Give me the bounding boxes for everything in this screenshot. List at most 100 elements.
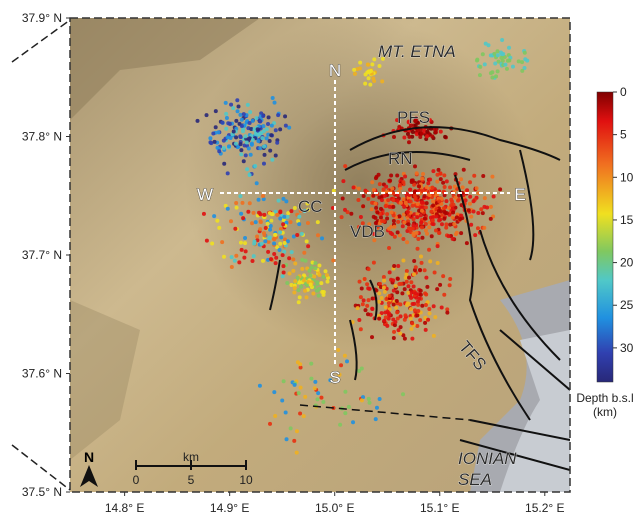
event-dot: [237, 260, 241, 264]
event-dot: [383, 290, 387, 294]
event-dot: [423, 217, 427, 221]
event-dot: [374, 206, 378, 210]
event-dot: [347, 405, 351, 409]
event-dot: [282, 379, 286, 383]
event-dot: [245, 140, 249, 144]
event-dot: [257, 198, 261, 202]
event-dot: [261, 124, 265, 128]
event-dot: [423, 194, 427, 198]
event-dot: [367, 298, 371, 302]
event-dot: [352, 185, 356, 189]
event-dot: [374, 202, 378, 206]
event-dot: [425, 134, 429, 138]
event-dot: [235, 206, 239, 210]
event-dot: [450, 200, 454, 204]
event-dot: [451, 215, 455, 219]
event-dot: [262, 231, 266, 235]
event-dot: [458, 217, 462, 221]
event-dot: [433, 271, 437, 275]
event-dot: [281, 264, 285, 268]
event-dot: [262, 162, 266, 166]
event-dot: [448, 277, 452, 281]
event-dot: [467, 208, 471, 212]
event-dot: [278, 210, 282, 214]
event-dot: [416, 247, 420, 251]
event-dot: [274, 256, 278, 260]
lon-tick-label: 15.1° E: [420, 501, 460, 515]
event-dot: [311, 291, 315, 295]
event-dot: [246, 103, 250, 107]
event-dot: [316, 233, 320, 237]
event-dot: [368, 287, 372, 291]
event-dot: [228, 122, 232, 126]
event-dot: [475, 186, 479, 190]
event-dot: [298, 412, 302, 416]
event-dot: [292, 291, 296, 295]
event-dot: [239, 212, 243, 216]
event-dot: [401, 392, 405, 396]
event-dot: [367, 397, 371, 401]
event-dot: [439, 130, 443, 134]
event-dot: [283, 114, 287, 118]
event-dot: [239, 148, 243, 152]
event-dot: [402, 220, 406, 224]
event-dot: [358, 280, 362, 284]
event-dot: [258, 212, 262, 216]
event-dot: [351, 420, 355, 424]
event-dot: [412, 285, 416, 289]
event-dot: [360, 398, 364, 402]
event-dot: [331, 259, 335, 263]
event-dot: [222, 146, 226, 150]
event-dot: [392, 330, 396, 334]
scale-tick-label: 0: [133, 473, 140, 487]
event-dot: [357, 318, 361, 322]
event-dot: [287, 256, 291, 260]
lon-tick-label: 15.0° E: [315, 501, 355, 515]
event-dot: [431, 186, 435, 190]
event-dot: [232, 130, 236, 134]
event-dot: [411, 130, 415, 134]
event-dot: [253, 164, 257, 168]
event-dot: [401, 224, 405, 228]
event-dot: [196, 119, 200, 123]
event-dot: [403, 318, 407, 322]
event-dot: [370, 335, 374, 339]
event-dot: [437, 199, 441, 203]
event-dot: [242, 159, 246, 163]
event-dot: [305, 239, 309, 243]
event-dot: [208, 136, 212, 140]
event-dot: [445, 211, 449, 215]
event-dot: [441, 274, 445, 278]
event-dot: [247, 146, 251, 150]
event-dot: [254, 132, 258, 136]
event-dot: [407, 140, 411, 144]
event-dot: [377, 64, 381, 68]
event-dot: [426, 318, 430, 322]
event-dot: [250, 142, 254, 146]
event-dot: [391, 205, 395, 209]
event-dot: [523, 51, 527, 55]
event-dot: [421, 200, 425, 204]
event-dot: [234, 135, 238, 139]
event-dot: [420, 236, 424, 240]
event-dot: [325, 273, 329, 277]
event-dot: [427, 225, 431, 229]
event-dot: [402, 205, 406, 209]
place-label: MT. ETNA: [378, 42, 456, 61]
event-dot: [296, 276, 300, 280]
event-dot: [352, 68, 356, 72]
event-dot: [396, 220, 400, 224]
event-dot: [211, 131, 215, 135]
event-dot: [361, 302, 365, 306]
event-dot: [372, 261, 376, 265]
event-dot: [343, 208, 347, 212]
event-dot: [262, 145, 266, 149]
event-dot: [407, 222, 411, 226]
event-dot: [392, 336, 396, 340]
place-label: CC: [298, 197, 323, 216]
event-dot: [263, 153, 267, 157]
event-dot: [400, 291, 404, 295]
event-dot: [343, 411, 347, 415]
event-dot: [409, 200, 413, 204]
event-dot: [365, 304, 369, 308]
